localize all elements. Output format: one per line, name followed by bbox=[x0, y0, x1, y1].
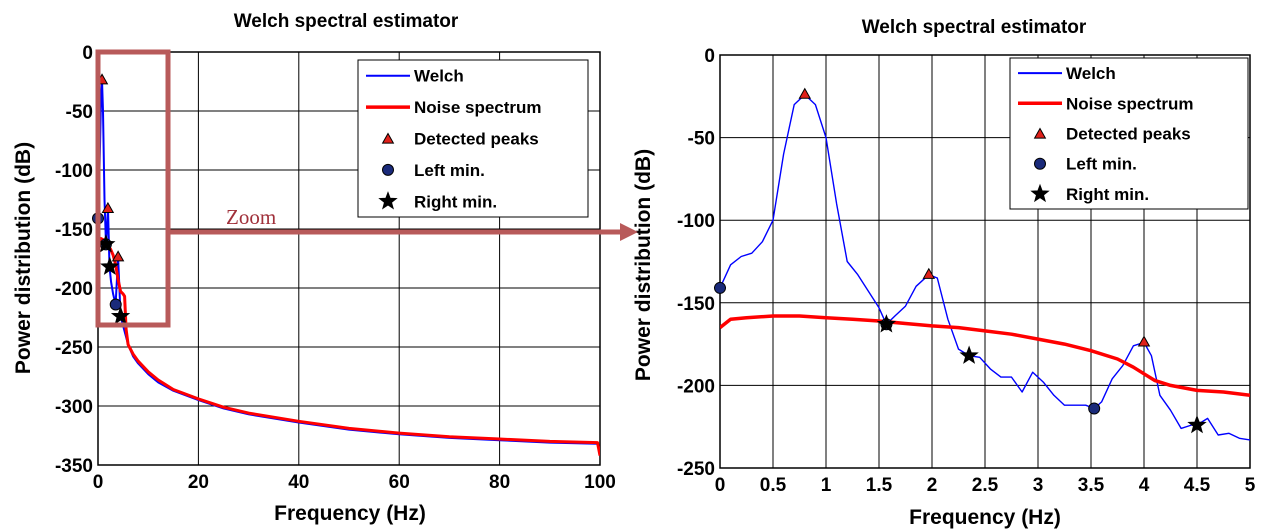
left-y-tick-label: -350 bbox=[55, 456, 93, 477]
right-left-min-marker bbox=[714, 281, 726, 294]
left-legend-right-min-swatch bbox=[378, 191, 398, 210]
left-legend-peak-swatch bbox=[381, 132, 395, 144]
left-y-axis-label: Power distribution (dB) bbox=[12, 142, 35, 374]
left-y-tick-label: -100 bbox=[55, 161, 93, 182]
left-y-tick-label: 0 bbox=[82, 43, 93, 64]
left-right-min-marker bbox=[100, 256, 120, 275]
left-x-axis-label: Frequency (Hz) bbox=[274, 502, 426, 525]
right-right-min-marker bbox=[876, 314, 897, 333]
left-right-min-marker bbox=[110, 306, 131, 325]
left-legend-left-min-swatch bbox=[382, 163, 394, 176]
left-chart-title: Welch spectral estimator bbox=[234, 11, 459, 32]
right-legend-box bbox=[1009, 57, 1249, 210]
right-legend-label: Left min. bbox=[1066, 155, 1137, 174]
right-legend-label: Right min. bbox=[1066, 185, 1149, 204]
right-y-tick-label: -100 bbox=[677, 211, 715, 232]
right-legend-label: Detected peaks bbox=[1066, 125, 1191, 144]
zoom-region-box bbox=[95, 49, 171, 328]
zoom-annotation: Zoom bbox=[95, 49, 638, 328]
right-x-tick-label: 2 bbox=[927, 475, 938, 496]
right-x-tick-label: 1.5 bbox=[866, 475, 893, 496]
right-right-min-marker bbox=[1187, 414, 1207, 434]
left-y-tick-label: -200 bbox=[55, 279, 93, 300]
right-x-tick-label: 4 bbox=[1139, 475, 1150, 496]
left-legend-box bbox=[357, 59, 589, 218]
left-legend-label: Noise spectrum bbox=[414, 98, 542, 117]
right-x-tick-label: 4.5 bbox=[1184, 475, 1211, 496]
right-x-tick-label: 2.5 bbox=[972, 475, 999, 496]
right-x-tick-label: 3.5 bbox=[1078, 475, 1105, 496]
right-x-tick-label: 1 bbox=[821, 475, 832, 496]
left-y-tick-label: -300 bbox=[55, 397, 93, 418]
right-x-tick-label: 0 bbox=[715, 475, 726, 496]
right-legend-peak-swatch bbox=[1033, 127, 1047, 139]
left-x-tick-label: 100 bbox=[584, 472, 616, 493]
right-peak-marker bbox=[1137, 335, 1151, 347]
right-series-welch-line bbox=[720, 93, 1250, 441]
right-legend-label: Welch bbox=[1066, 64, 1116, 83]
right-peak-marker bbox=[922, 267, 936, 279]
zoom-label: Zoom bbox=[226, 205, 276, 229]
right-y-tick-label: -200 bbox=[677, 376, 715, 397]
right-chart: Welch spectral estimator Frequency (Hz) … bbox=[632, 17, 1256, 529]
left-legend-label: Welch bbox=[414, 67, 464, 86]
right-series-noise-line bbox=[720, 314, 1250, 398]
left-peak-marker bbox=[111, 250, 125, 262]
left-x-tick-label: 40 bbox=[288, 472, 309, 493]
left-x-tick-label: 0 bbox=[93, 472, 104, 493]
left-left-min-marker bbox=[109, 298, 122, 311]
right-y-tick-label: 0 bbox=[704, 46, 715, 67]
left-y-tick-label: -150 bbox=[55, 220, 93, 241]
left-legend-label: Left min. bbox=[414, 161, 485, 180]
left-x-tick-label: 20 bbox=[188, 472, 209, 493]
right-legend-right-min-swatch bbox=[1030, 183, 1050, 203]
right-left-min-marker bbox=[1088, 402, 1101, 415]
left-legend-label: Detected peaks bbox=[414, 130, 539, 149]
right-chart-title: Welch spectral estimator bbox=[862, 17, 1087, 38]
right-legend-label: Noise spectrum bbox=[1066, 94, 1194, 113]
right-x-tick-label: 0.5 bbox=[760, 475, 787, 496]
right-y-tick-label: -150 bbox=[677, 294, 715, 315]
left-legend-label: Right min. bbox=[414, 192, 497, 211]
zoom-arrow-head bbox=[620, 223, 638, 241]
right-plot-frame bbox=[719, 54, 1251, 469]
right-peak-marker bbox=[798, 87, 812, 99]
right-y-axis-label: Power distribution (dB) bbox=[632, 149, 655, 381]
right-legend-left-min-swatch bbox=[1034, 157, 1046, 170]
right-y-tick-label: -250 bbox=[677, 459, 715, 480]
right-y-tick-label: -50 bbox=[688, 129, 715, 150]
right-x-tick-label: 5 bbox=[1245, 475, 1256, 496]
left-y-tick-label: -50 bbox=[66, 102, 93, 123]
left-x-tick-label: 80 bbox=[489, 472, 510, 493]
left-y-tick-label: -250 bbox=[55, 338, 93, 359]
right-x-tick-label: 3 bbox=[1033, 475, 1044, 496]
right-x-axis-label: Frequency (Hz) bbox=[909, 506, 1061, 529]
left-legend: Welch Noise spectrum Detected peaks Left mi… bbox=[357, 59, 589, 218]
left-chart: Welch spectral estimator Frequency (Hz) … bbox=[12, 11, 616, 525]
left-peak-marker bbox=[101, 201, 115, 214]
right-right-min-marker bbox=[959, 345, 979, 364]
left-x-tick-label: 60 bbox=[389, 472, 410, 493]
right-legend: Welch Noise spectrum Detected peaks Left mi… bbox=[1009, 57, 1249, 210]
